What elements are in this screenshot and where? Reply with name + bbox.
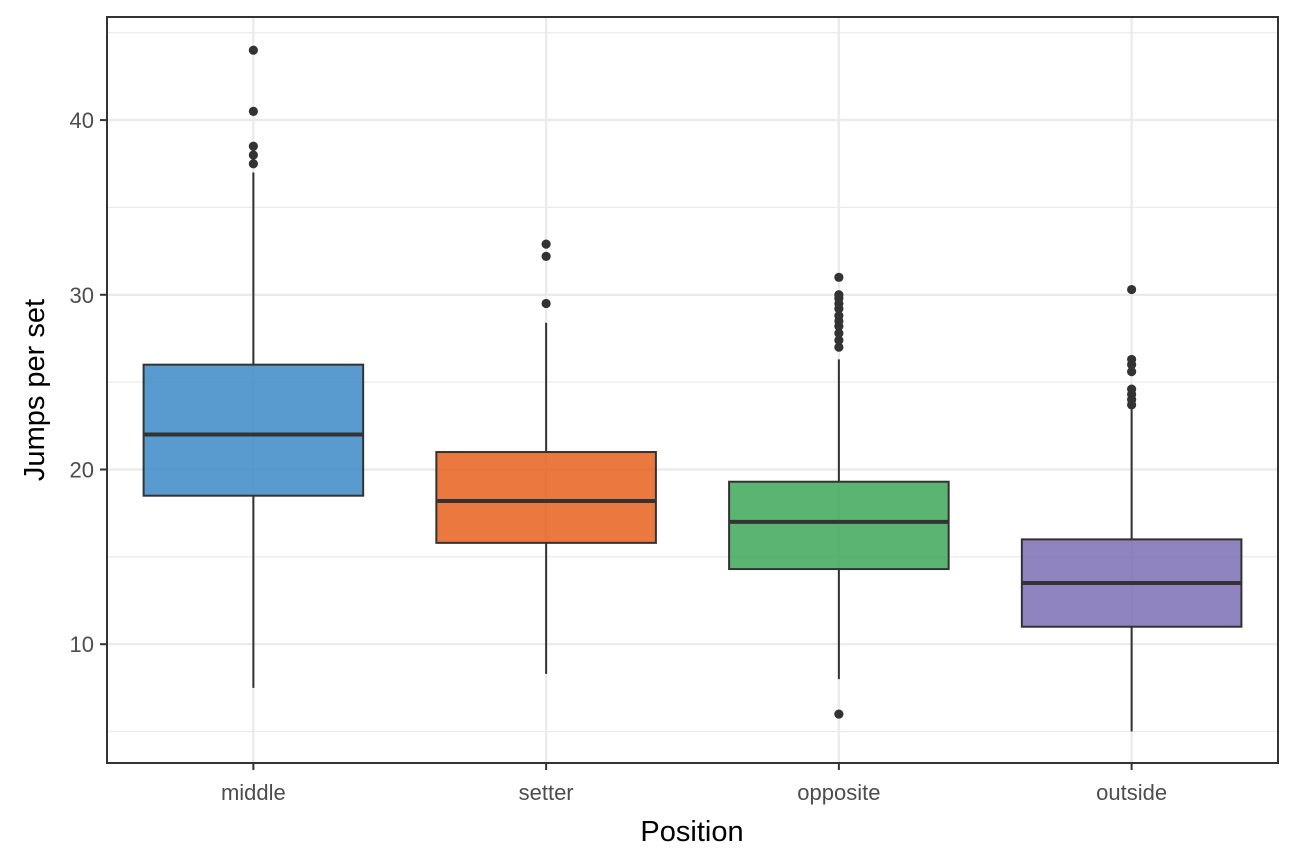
outlier-point <box>1127 284 1137 295</box>
y-tick-label: 10 <box>70 632 94 657</box>
outlier-point <box>834 290 844 300</box>
outlier-point <box>1127 367 1137 377</box>
y-tick-label: 40 <box>70 108 94 133</box>
outlier-point <box>248 106 258 116</box>
y-tick-label: 30 <box>70 283 94 308</box>
outlier-point <box>541 251 551 261</box>
y-tick-label: 20 <box>70 457 94 482</box>
x-tick-label: middle <box>221 780 286 805</box>
outlier-point <box>541 239 551 249</box>
iqr-box <box>142 363 365 497</box>
box-outside <box>1020 284 1243 732</box>
outlier-point <box>248 45 258 55</box>
box-middle <box>142 45 365 688</box>
outlier-point <box>248 150 258 160</box>
iqr-box <box>728 480 950 571</box>
outlier-point <box>834 709 844 719</box>
outlier-point <box>834 311 844 321</box>
outlier-point <box>1127 354 1137 365</box>
outlier-point <box>1127 384 1137 394</box>
x-tick-label: setter <box>519 780 574 805</box>
y-axis: 10 20 30 40 <box>70 108 107 657</box>
x-axis-title: Position <box>640 816 743 848</box>
outlier-point <box>248 141 258 151</box>
outlier-point <box>541 298 551 309</box>
iqr-box <box>435 451 657 544</box>
outlier-point <box>834 342 844 352</box>
box-opposite <box>728 272 950 719</box>
outlier-point <box>834 328 844 338</box>
y-axis-title: Jumps per set <box>19 299 51 481</box>
outlier-point <box>834 335 844 345</box>
box-marks <box>142 45 1243 732</box>
x-tick-label: outside <box>1096 780 1167 805</box>
outlier-point <box>248 159 258 169</box>
panel-border <box>106 16 1279 764</box>
box-setter <box>435 239 657 674</box>
x-tick-label: opposite <box>797 780 880 805</box>
outlier-point <box>834 272 844 282</box>
x-axis: middle setter opposite outside <box>221 763 1167 805</box>
